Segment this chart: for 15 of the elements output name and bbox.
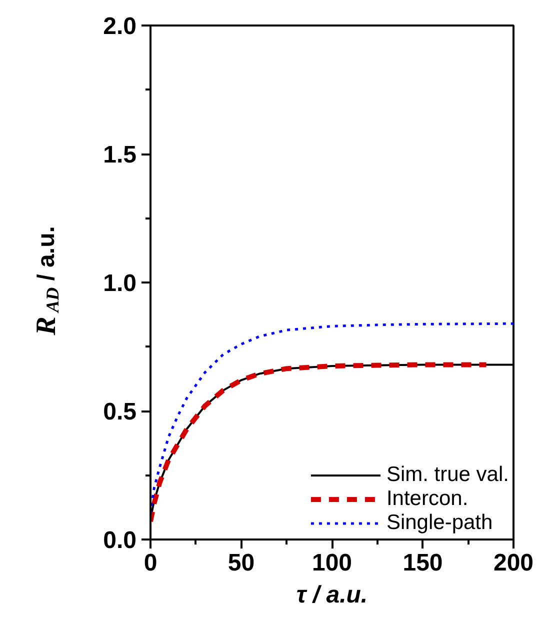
x-axis-title: τ / a.u. — [296, 582, 368, 608]
y-tick-label: 1.5 — [103, 142, 137, 168]
x-tick-label: 0 — [144, 550, 158, 576]
y-tick-label: 0.5 — [103, 398, 137, 426]
y-tick-label: 2.0 — [103, 13, 137, 40]
x-tick-label: 150 — [402, 550, 443, 576]
y-axis-title: R⃖AD / a.u. — [31, 226, 62, 336]
legend-label: Sim. true val. — [386, 463, 509, 487]
y-tick-label: 1.0 — [103, 270, 137, 297]
legend-label: Single-path — [386, 511, 493, 535]
x-tick-label: 50 — [228, 550, 255, 576]
x-tick-label: 200 — [493, 550, 534, 576]
x-tick-label: 100 — [312, 550, 352, 576]
legend-label: Intercon. — [386, 487, 468, 511]
y-tick-label: 0.0 — [103, 527, 137, 554]
